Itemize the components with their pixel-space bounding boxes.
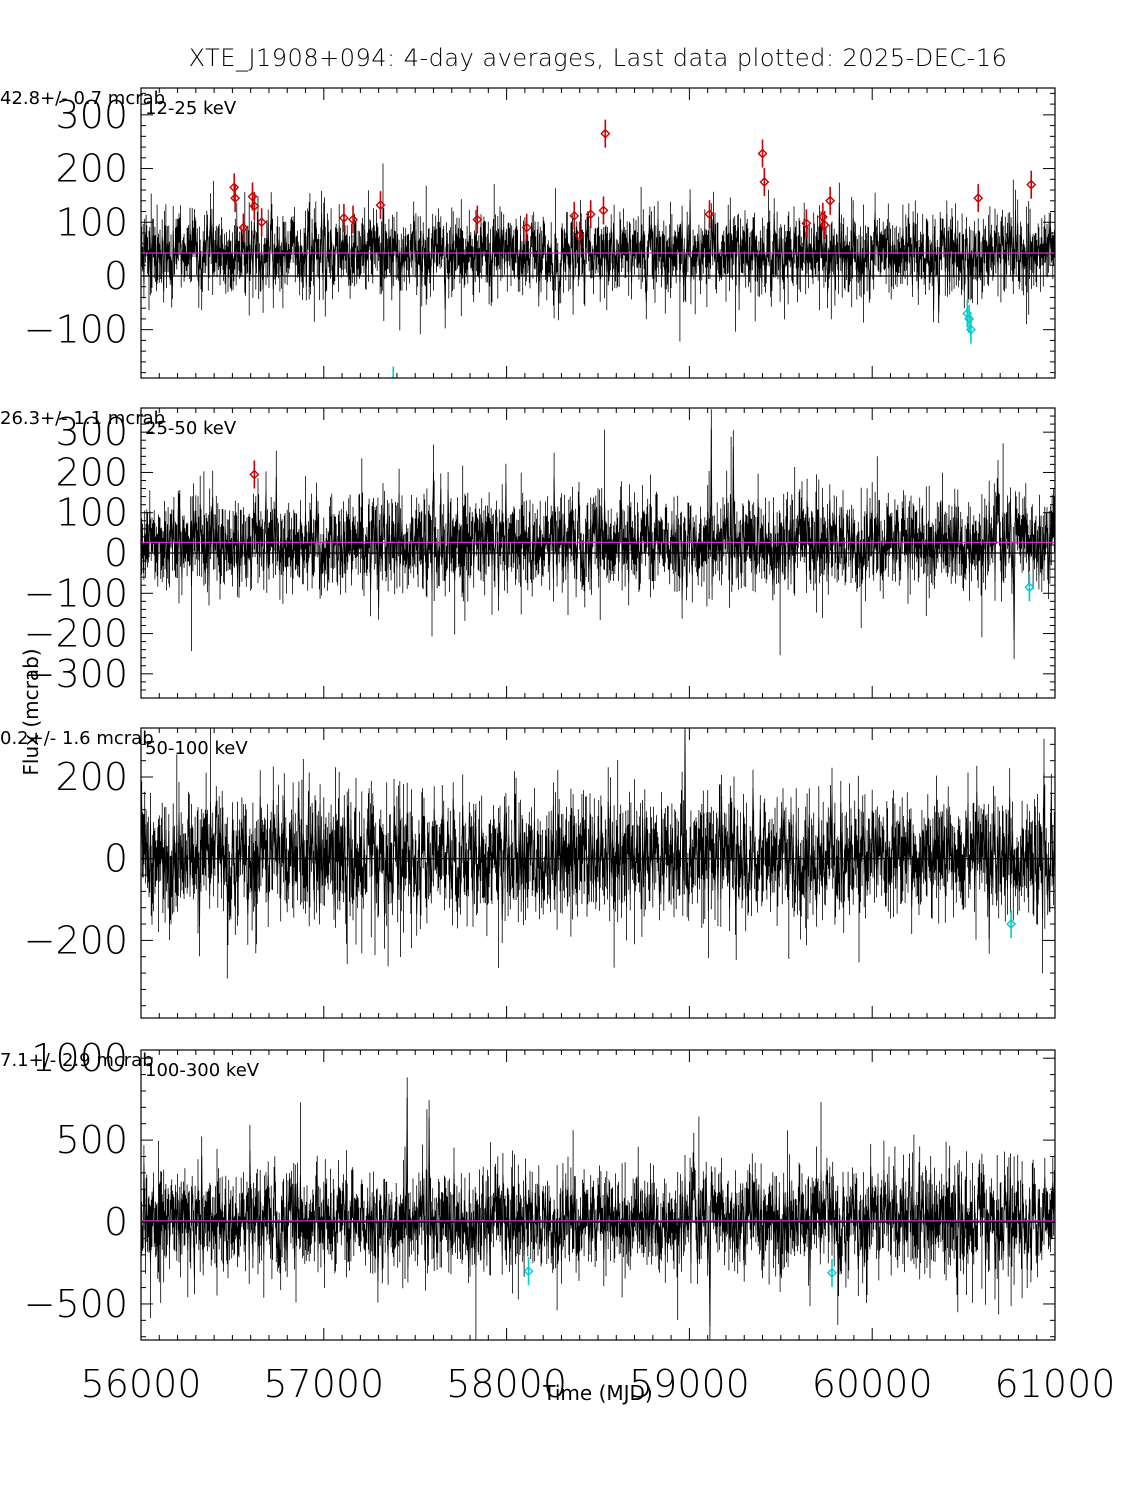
flux-line xyxy=(141,428,1055,641)
high-point xyxy=(759,176,770,187)
high-point xyxy=(973,193,984,204)
high-point xyxy=(1026,179,1037,190)
band-label: 25-50 keV xyxy=(145,418,237,439)
panel-1-data xyxy=(141,119,1055,378)
high-point xyxy=(569,210,580,221)
high-point xyxy=(600,128,611,139)
high-point xyxy=(817,211,828,222)
mean-label: 42.8+/- 0.7 mcrab xyxy=(0,88,165,109)
low-point xyxy=(523,1266,534,1277)
band-label: 12-25 keV xyxy=(145,98,237,119)
high-point xyxy=(825,195,836,206)
y-tick-label: 500 xyxy=(55,1118,128,1162)
high-point xyxy=(338,212,349,223)
y-tick-label: 300 xyxy=(55,93,128,137)
y-tick-label: −200 xyxy=(24,918,128,962)
high-point xyxy=(801,218,812,229)
low-point xyxy=(826,1267,837,1278)
y-tick-label: −500 xyxy=(24,1282,128,1326)
high-point xyxy=(375,200,386,211)
panel-3-data xyxy=(141,728,1055,979)
high-point xyxy=(574,230,585,241)
x-tick-label: 58000 xyxy=(446,1362,567,1406)
panel-2-data xyxy=(141,409,1055,660)
y-tick-label: 200 xyxy=(55,450,128,494)
high-point xyxy=(238,222,249,233)
band-label: 50-100 keV xyxy=(145,738,248,759)
panel-4-data xyxy=(141,1077,1055,1340)
high-point xyxy=(229,182,240,193)
x-axis-label: Time (MJD) xyxy=(542,1381,652,1405)
high-point xyxy=(472,214,483,225)
high-point xyxy=(819,219,830,230)
high-point xyxy=(230,193,241,204)
x-tick-label: 59000 xyxy=(629,1362,750,1406)
x-tick-label: 60000 xyxy=(812,1362,933,1406)
band-label: 100-300 keV xyxy=(145,1060,260,1081)
low-point xyxy=(965,324,976,335)
y-tick-label: 200 xyxy=(55,755,128,799)
y-tick-label: −100 xyxy=(24,308,128,352)
high-point xyxy=(249,469,260,480)
x-tick-label: 57000 xyxy=(263,1362,384,1406)
high-point xyxy=(598,205,609,216)
y-tick-label: 100 xyxy=(55,200,128,244)
y-tick-label: 300 xyxy=(55,410,128,454)
high-point xyxy=(757,148,768,159)
high-point xyxy=(249,201,260,212)
mean-label: 0.2+/- 1.6 mcrab xyxy=(0,728,154,749)
high-point xyxy=(256,217,267,228)
high-point xyxy=(704,209,715,220)
flux-line xyxy=(141,729,1055,940)
mean-label: 7.1+/- 2.9 mcrab xyxy=(0,1050,154,1071)
y-tick-label: 0 xyxy=(104,837,128,881)
high-point xyxy=(585,209,596,220)
x-tick-label: 56000 xyxy=(81,1362,202,1406)
low-point xyxy=(1024,582,1035,593)
y-tick-label: 100 xyxy=(55,491,128,535)
x-tick-label: 61000 xyxy=(995,1362,1116,1406)
flux-line xyxy=(141,1097,1055,1327)
y-tick-label: 1000 xyxy=(31,1036,128,1080)
y-tick-label: −300 xyxy=(24,652,128,696)
high-point xyxy=(348,214,359,225)
flux-line xyxy=(141,200,1055,313)
low-point xyxy=(1006,919,1017,930)
y-tick-label: 0 xyxy=(104,531,128,575)
y-tick-label: 0 xyxy=(104,1200,128,1244)
chart-title: XTE_J1908+094: 4-day averages, Last data… xyxy=(189,44,1008,72)
y-tick-label: −100 xyxy=(24,571,128,615)
x-tick-labels: 56000 57000 58000 59000 60000 61000 xyxy=(81,1362,1116,1406)
high-point xyxy=(521,222,532,233)
y-tick-label: −200 xyxy=(24,612,128,656)
y-axis-label: Flux (mcrab) xyxy=(19,648,43,775)
y-tick-label: 200 xyxy=(55,147,128,191)
low-point xyxy=(964,313,975,324)
high-point xyxy=(247,191,258,202)
y-tick-label: 0 xyxy=(104,254,128,298)
mean-label: 26.3+/- 1.1 mcrab xyxy=(0,408,165,429)
error-bars xyxy=(141,1077,1055,1340)
